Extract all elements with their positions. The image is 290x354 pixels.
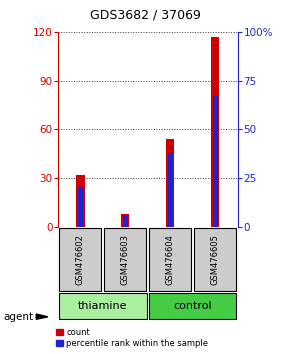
Text: GSM476605: GSM476605: [211, 234, 220, 285]
FancyBboxPatch shape: [149, 293, 236, 319]
Bar: [77, 175, 84, 227]
Text: GSM476604: GSM476604: [166, 234, 175, 285]
FancyBboxPatch shape: [59, 228, 101, 291]
Bar: [168, 153, 173, 227]
Bar: [211, 37, 219, 227]
Text: thiamine: thiamine: [78, 301, 128, 311]
FancyBboxPatch shape: [104, 228, 146, 291]
Text: control: control: [173, 301, 212, 311]
Text: GDS3682 / 37069: GDS3682 / 37069: [90, 9, 200, 22]
Bar: [166, 139, 174, 227]
Text: GSM476603: GSM476603: [121, 234, 130, 285]
FancyBboxPatch shape: [149, 228, 191, 291]
Bar: [123, 215, 128, 227]
Bar: [122, 213, 129, 227]
Legend: count, percentile rank within the sample: count, percentile rank within the sample: [56, 328, 209, 348]
Text: GSM476602: GSM476602: [76, 234, 85, 285]
Polygon shape: [36, 314, 48, 319]
Bar: [213, 96, 218, 227]
Text: agent: agent: [3, 312, 33, 322]
FancyBboxPatch shape: [59, 293, 146, 319]
Bar: [78, 188, 83, 227]
FancyBboxPatch shape: [194, 228, 235, 291]
